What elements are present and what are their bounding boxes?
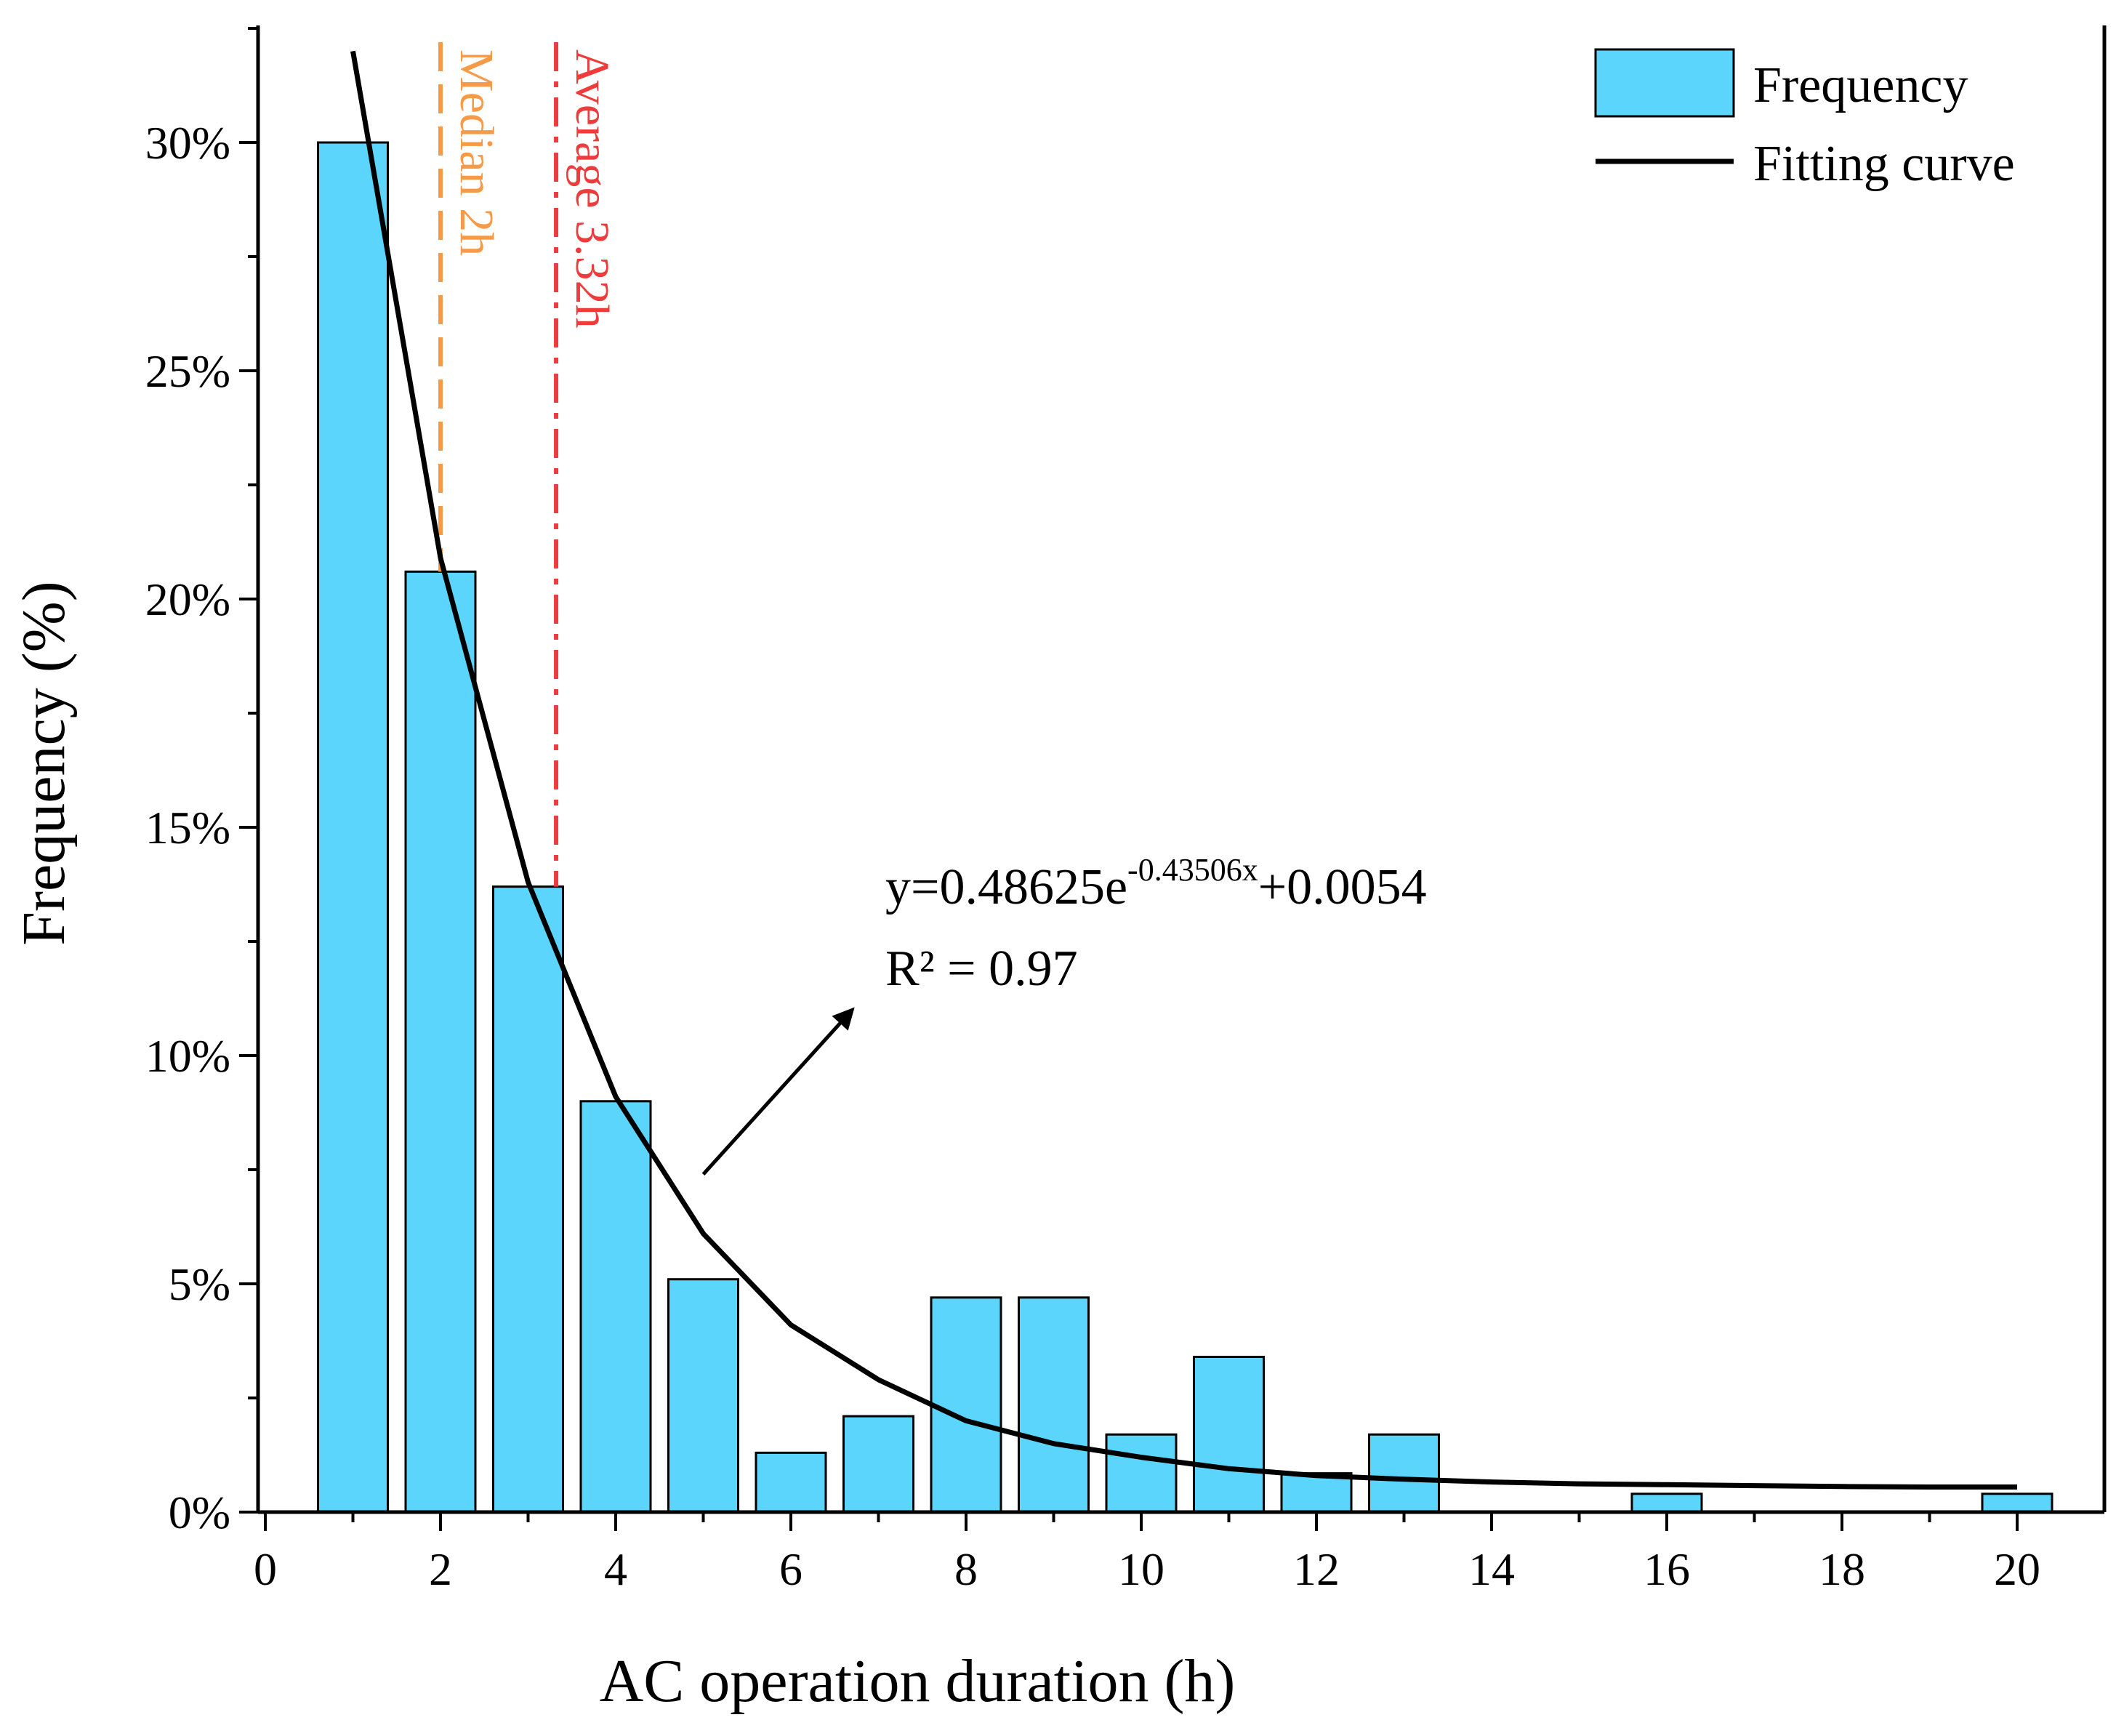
y-tick-label-20: 20% — [145, 574, 230, 625]
legend-swatch-frequency — [1594, 48, 1735, 118]
legend: Frequency Fitting curve — [1594, 48, 2015, 192]
x-tick-label-10: 10 — [1118, 1543, 1164, 1595]
bar-8 — [930, 1296, 1002, 1514]
annotation-arrow — [701, 1007, 855, 1176]
bar-9 — [1018, 1296, 1090, 1514]
bar-6 — [755, 1451, 827, 1514]
bar-2 — [404, 570, 477, 1514]
x-tick-label-4: 4 — [604, 1543, 627, 1595]
y-tick-label-30: 30% — [145, 117, 230, 169]
average-label: Average 3.32h — [566, 49, 619, 329]
x-axis-title: AC operation duration (h) — [600, 1647, 1236, 1715]
r-squared-label: R² = 0.97 — [885, 941, 1078, 997]
y-axis-title: Frequency (%) — [10, 581, 78, 945]
y-tick-label-25: 25% — [145, 345, 230, 397]
bar-5 — [667, 1278, 739, 1514]
median-label: Median 2h — [450, 49, 503, 256]
x-tick-label-20: 20 — [1994, 1543, 2040, 1595]
x-tick-label-12: 12 — [1293, 1543, 1340, 1595]
y-tick-label-15: 15% — [145, 802, 230, 853]
x-tick-label-16: 16 — [1644, 1543, 1690, 1595]
x-tick-label-2: 2 — [429, 1543, 452, 1595]
bar-11 — [1193, 1355, 1265, 1514]
x-tick-label-8: 8 — [954, 1543, 978, 1595]
bar-16 — [1630, 1492, 1703, 1514]
bar-group — [317, 141, 2053, 1514]
bar-12 — [1280, 1472, 1353, 1514]
bar-13 — [1368, 1433, 1440, 1514]
x-tick-label-18: 18 — [1819, 1543, 1865, 1595]
fit-equation: y=0.48625e-0.43506x+0.0054 — [885, 852, 1427, 915]
x-tick-label-0: 0 — [254, 1543, 277, 1595]
bar-1 — [317, 141, 389, 1514]
bar-3 — [492, 885, 564, 1514]
fit-equation-exponent: -0.43506x — [1127, 852, 1258, 888]
axes: 0 2 4 6 8 10 12 14 16 18 20 0% 5% 10% 15% 20% 25% 30% — [145, 25, 2107, 1595]
plot-area — [258, 25, 2104, 1512]
legend-label-frequency: Frequency — [1753, 57, 1968, 113]
bar-20 — [1981, 1492, 2053, 1514]
fitting-curve-line — [350, 50, 2017, 1490]
x-tick-label-6: 6 — [779, 1543, 802, 1595]
y-tick-label-10: 10% — [145, 1030, 230, 1082]
bar-10 — [1105, 1433, 1178, 1514]
bar-7 — [842, 1415, 914, 1514]
y-tick-label-5: 5% — [169, 1258, 230, 1310]
legend-label-fitting-curve: Fitting curve — [1753, 136, 2015, 192]
x-tick-label-14: 14 — [1468, 1543, 1515, 1595]
bar-4 — [579, 1100, 652, 1514]
y-tick-label-0: 0% — [169, 1487, 230, 1538]
reference-lines — [438, 42, 559, 887]
fit-equation-tail: +0.0054 — [1258, 859, 1427, 915]
fit-equation-main: y=0.48625e — [885, 859, 1127, 915]
